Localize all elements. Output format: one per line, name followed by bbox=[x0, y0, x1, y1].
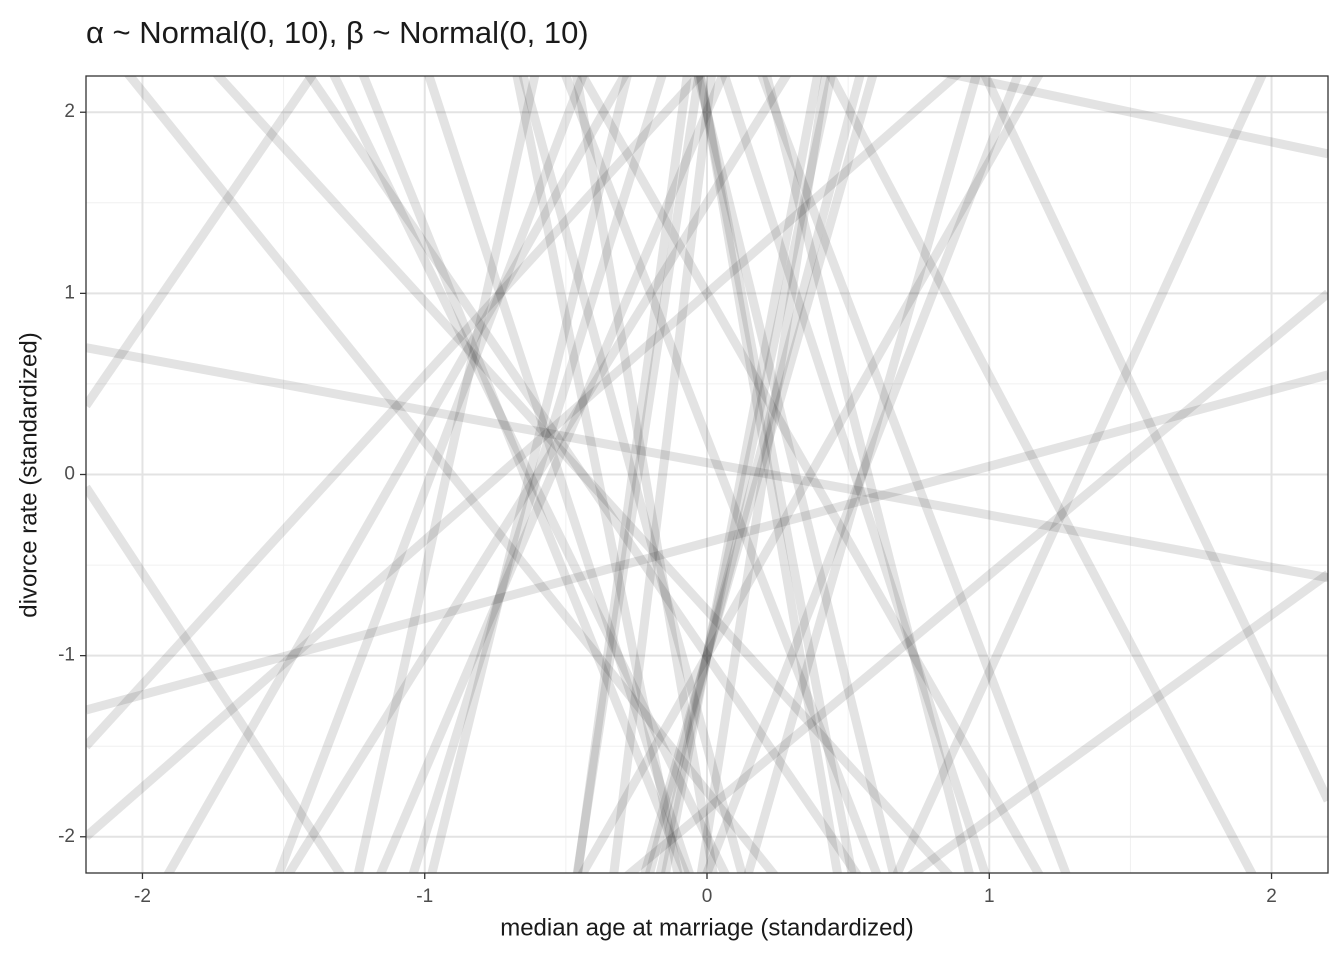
prior-line bbox=[980, 76, 1328, 803]
prior-line bbox=[212, 76, 954, 873]
panel-border bbox=[85, 75, 1329, 874]
prior-line bbox=[693, 76, 898, 873]
x-tick-label: 0 bbox=[702, 886, 713, 907]
prior-line bbox=[518, 76, 747, 873]
prior-line bbox=[274, 76, 588, 873]
prior-line bbox=[86, 76, 963, 841]
prior-line bbox=[892, 76, 1267, 873]
prior-line bbox=[283, 76, 792, 873]
chart-title: α ~ Normal(0, 10), β ~ Normal(0, 10) bbox=[86, 15, 589, 50]
prior-line bbox=[640, 76, 878, 873]
prior-line bbox=[695, 76, 857, 873]
prior-line bbox=[86, 484, 346, 873]
x-axis-label: median age at marriage (standardized) bbox=[500, 914, 914, 941]
prior-line bbox=[304, 76, 862, 873]
prior-line bbox=[577, 76, 1044, 873]
axes: -2 -1 0 1 2 -2 -1 0 1 2 bbox=[58, 101, 1277, 907]
prior-line bbox=[376, 76, 728, 873]
prior-line bbox=[86, 343, 1328, 583]
prior-line bbox=[826, 76, 1257, 873]
grid bbox=[86, 76, 1328, 873]
prior-line bbox=[86, 76, 318, 409]
prior-line bbox=[163, 76, 630, 873]
prior-line bbox=[655, 76, 836, 873]
y-tick-label: -2 bbox=[58, 826, 75, 847]
lines bbox=[86, 76, 1328, 873]
prior-line bbox=[661, 76, 822, 873]
y-axis-label: divorce rate (standardized) bbox=[15, 332, 42, 617]
y-tick-label: 0 bbox=[64, 464, 75, 485]
x-tick-label: 1 bbox=[984, 886, 995, 907]
prior-line bbox=[572, 76, 718, 873]
prior-line bbox=[906, 570, 1328, 873]
y-tick-label: 2 bbox=[64, 101, 75, 122]
x-tick-label: 2 bbox=[1266, 886, 1277, 907]
prior-line bbox=[124, 76, 779, 873]
prior-line bbox=[561, 76, 882, 873]
x-tick-label: -1 bbox=[416, 886, 433, 907]
prior-line bbox=[577, 76, 1044, 873]
prior-line bbox=[329, 76, 730, 873]
prior-line bbox=[609, 76, 716, 873]
prior-line bbox=[86, 76, 705, 750]
x-tick-label: -2 bbox=[134, 886, 151, 907]
y-tick-label: 1 bbox=[64, 282, 75, 303]
prior-line bbox=[696, 76, 842, 873]
prior-line bbox=[645, 76, 865, 873]
prior-line bbox=[86, 370, 1328, 715]
prior-line bbox=[623, 289, 1328, 873]
y-tick-label: -1 bbox=[58, 645, 75, 666]
prior-line bbox=[937, 76, 1328, 159]
prior-line bbox=[696, 76, 831, 873]
